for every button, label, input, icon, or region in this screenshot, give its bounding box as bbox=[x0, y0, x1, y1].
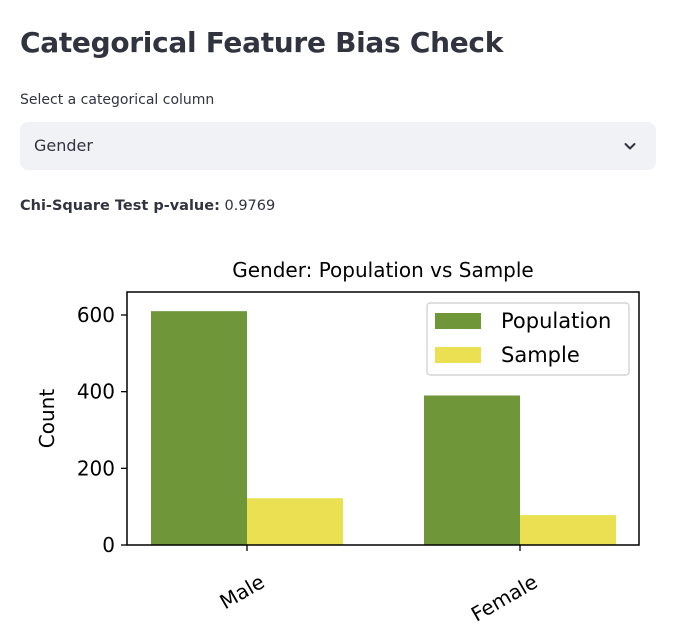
y-tick-label: 600 bbox=[77, 303, 115, 327]
chi-square-result: Chi-Square Test p-value: 0.9769 bbox=[20, 198, 275, 214]
x-tick-label: Male bbox=[216, 570, 269, 614]
y-tick-label: 400 bbox=[77, 380, 115, 404]
y-tick-label: 200 bbox=[77, 456, 115, 480]
legend-swatch-population bbox=[435, 313, 481, 329]
bar-population-male bbox=[151, 311, 247, 545]
page-title: Categorical Feature Bias Check bbox=[20, 26, 504, 59]
bar-sample-female bbox=[520, 515, 616, 545]
bar-sample-male bbox=[247, 498, 343, 545]
legend-label-sample: Sample bbox=[501, 343, 580, 367]
bar-population-female bbox=[424, 395, 520, 545]
legend-swatch-sample bbox=[435, 347, 481, 363]
y-tick-label: 0 bbox=[102, 533, 115, 557]
bar-chart: Gender: Population vs Sample 0 200 400 600 Co… bbox=[35, 258, 640, 627]
pvalue-label: Chi-Square Test p-value: bbox=[20, 198, 220, 214]
chevron-down-icon[interactable] bbox=[622, 138, 638, 154]
categorical-column-select[interactable]: Gender bbox=[20, 122, 656, 170]
legend-label-population: Population bbox=[501, 309, 611, 333]
pvalue-value: 0.9769 bbox=[224, 198, 276, 214]
select-label: Select a categorical column bbox=[20, 92, 215, 108]
select-value: Gender bbox=[34, 136, 93, 155]
x-tick-label: Female bbox=[467, 570, 542, 627]
y-axis-label: Count bbox=[35, 389, 59, 449]
plot-frame bbox=[126, 291, 640, 546]
chart-title: Gender: Population vs Sample bbox=[232, 258, 533, 282]
